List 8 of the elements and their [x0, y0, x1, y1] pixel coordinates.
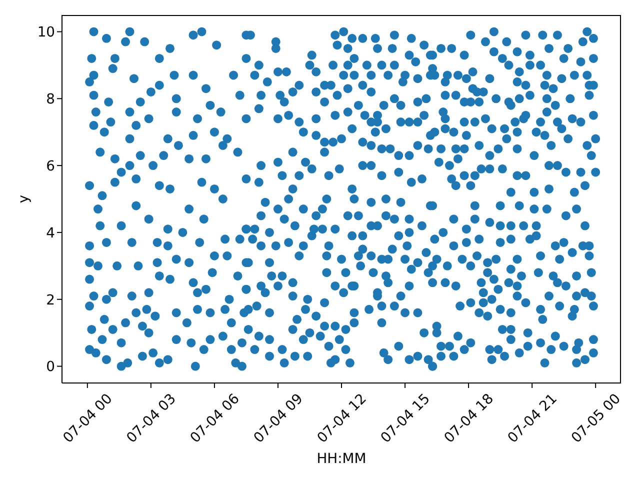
y-tick-label: 4 — [46, 225, 56, 242]
x-axis-title: HH:MM — [316, 451, 366, 467]
y-tick-label: 10 — [37, 24, 55, 41]
y-tick-label: 2 — [46, 292, 55, 308]
y-tick-label: 0 — [46, 359, 55, 376]
y-tick-label: 6 — [46, 158, 55, 174]
y-tick-label: 8 — [46, 92, 55, 108]
y-axis-title: y — [16, 194, 32, 204]
